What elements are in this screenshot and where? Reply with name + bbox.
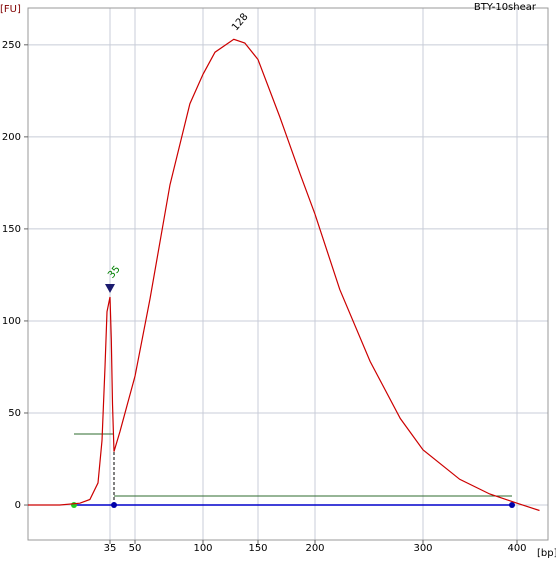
x-tick-label: 150 xyxy=(248,543,267,554)
y-tick-label: 50 xyxy=(8,408,21,419)
y-axis-label: [FU] xyxy=(0,4,21,15)
y-tick-label: 0 xyxy=(15,500,21,511)
peak-marker xyxy=(105,284,115,294)
trace xyxy=(28,38,540,512)
y-tick-label: 150 xyxy=(2,224,21,235)
marker-dot xyxy=(509,502,515,508)
grid xyxy=(28,8,548,540)
x-tick-label: 200 xyxy=(305,543,324,554)
x-tick-label: 100 xyxy=(193,543,212,554)
chart-title: BTY-10shear xyxy=(474,2,537,13)
x-tick-label: 300 xyxy=(413,543,432,554)
x-tick-label: 400 xyxy=(507,543,526,554)
plot-frame xyxy=(27,7,549,541)
x-tick-label: 35 xyxy=(104,543,117,554)
y-tick-label: 100 xyxy=(2,316,21,327)
y-tick-label: 250 xyxy=(2,40,21,51)
x-tick-label: 50 xyxy=(129,543,142,554)
marker-dot xyxy=(111,502,117,508)
y-tick-label: 200 xyxy=(2,132,21,143)
x-axis-label: [bp] xyxy=(537,548,556,559)
marker-dot xyxy=(71,502,77,508)
